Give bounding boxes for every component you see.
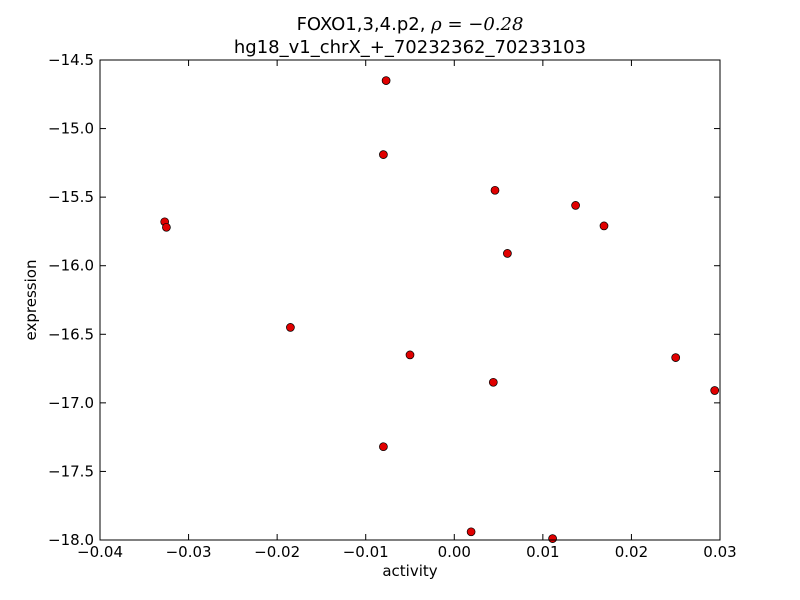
data-point-8 <box>503 249 512 258</box>
y-tick-label: −17.5 <box>48 462 94 480</box>
y-tick-label: −16.0 <box>48 257 94 275</box>
data-point-7 <box>599 221 609 231</box>
data-point-14 <box>379 442 388 452</box>
x-tick-label: 0.02 <box>615 543 648 561</box>
data-point-10 <box>405 350 415 360</box>
data-point-3 <box>490 185 500 195</box>
data-point-2 <box>379 150 388 159</box>
y-tick-label: −16.5 <box>48 325 94 343</box>
data-point-11 <box>671 353 681 362</box>
data-point-1 <box>381 76 391 85</box>
x-tick-label: −0.02 <box>254 543 300 561</box>
x-axis-label: activity <box>382 562 437 580</box>
data-point-6 <box>162 222 171 232</box>
ticks-layer: −0.04 −0.03 −0.02 −0.01 0.00 0.01 0.02 0.03 −14.… <box>48 51 737 561</box>
x-tick-label: −0.04 <box>77 543 123 561</box>
chart-title-line1: FOXO1,3,4.p2, ρ = −0.28 <box>297 14 524 35</box>
points-layer <box>160 76 720 543</box>
chart-title-prefix: FOXO1,3,4.p2, <box>297 14 432 35</box>
x-tick-label: 0.01 <box>526 543 559 561</box>
y-tick-label: −15.0 <box>48 120 94 138</box>
data-point-9 <box>286 323 295 332</box>
chart-title-rho: ρ = −0.28 <box>430 14 523 35</box>
plot-area-frame <box>99 59 721 541</box>
data-point-12 <box>488 377 498 387</box>
data-point-16 <box>548 534 557 543</box>
y-axis-label: expression <box>22 260 40 341</box>
data-point-15 <box>466 527 476 537</box>
chart-title-line2: hg18_v1_chrX_+_70232362_70233103 <box>234 37 586 58</box>
data-point-13 <box>710 386 720 395</box>
x-tick-label: 0.00 <box>438 543 471 561</box>
y-tick-label: −15.5 <box>48 188 94 206</box>
y-tick-label: −14.5 <box>48 51 94 69</box>
x-tick-label: −0.01 <box>343 543 389 561</box>
x-tick-label: 0.03 <box>703 543 736 561</box>
y-tick-label: −17.0 <box>48 394 94 412</box>
x-tick-label: −0.03 <box>166 543 212 561</box>
data-point-4 <box>571 201 580 210</box>
y-tick-label: −18.0 <box>48 531 94 549</box>
